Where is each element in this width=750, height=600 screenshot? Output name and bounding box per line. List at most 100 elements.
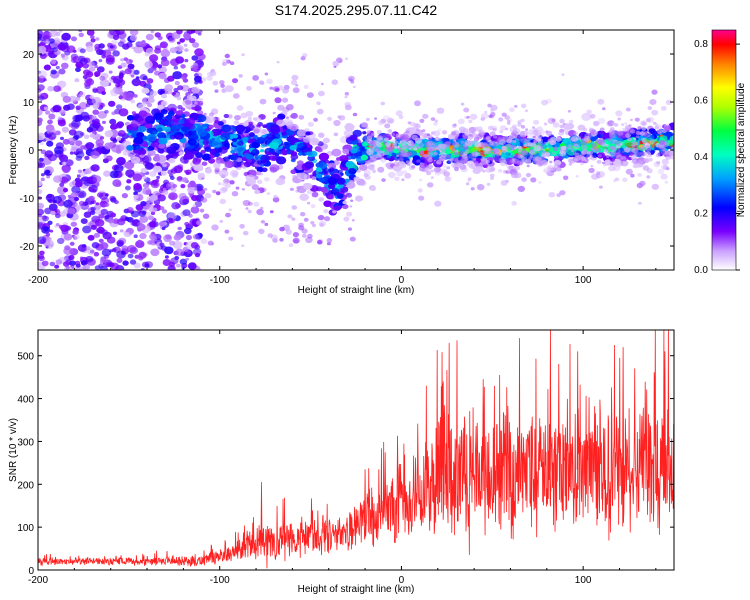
heatmap-cell [586,153,594,160]
heatmap-cell [434,136,440,141]
heatmap-cell [543,169,548,173]
heatmap-cell [163,77,171,83]
heatmap-cell [232,138,238,143]
heatmap-cell [115,104,123,110]
heatmap-cell [247,116,252,121]
heatmap-cell [260,206,264,210]
heatmap-cell [317,214,325,221]
heatmap-cell [392,143,397,148]
heatmap-cell [38,95,45,101]
heatmap-cell [279,237,284,242]
heatmap-cell [653,121,657,125]
heatmap-cell [184,221,190,227]
heatmap-cell [259,98,267,105]
heatmap-cell [314,146,322,152]
heatmap-cell [629,118,633,122]
heatmap-cell [511,130,519,137]
heatmap-cell [221,186,229,192]
heatmap-cell [513,153,519,158]
heatmap-cell [629,147,636,153]
heatmap-cell [505,179,509,183]
heatmap-cell [264,72,269,76]
heatmap-cell [530,142,537,147]
heatmap-cell [90,224,97,230]
heatmap-cell [452,139,456,142]
heatmap-cell [191,55,199,61]
heatmap-cell [215,191,221,196]
heatmap-cell [405,160,410,164]
heatmap-cell [603,148,608,153]
heatmap-cell [50,59,57,65]
heatmap-cell [262,124,268,128]
heatmap-cell [75,140,83,147]
heatmap-cell [416,159,421,163]
heatmap-cell [468,119,473,124]
heatmap-cell [655,152,661,157]
heatmap-cell [460,157,468,164]
heatmap-cell [255,171,262,176]
heatmap-cell [237,140,244,146]
heatmap-cell [430,176,434,179]
heatmap-cell [457,118,465,125]
heatmap-cell [276,119,286,127]
heatmap-y-tick-label: 20 [23,50,35,61]
heatmap-cell [641,137,646,142]
heatmap-cell [288,243,294,248]
heatmap-cell [242,157,247,162]
snr-series-line [38,330,674,569]
heatmap-cell [597,154,602,158]
heatmap-cell [595,148,602,153]
heatmap-cell [226,59,231,64]
heatmap-cell [512,128,521,134]
heatmap-cell [224,160,235,168]
heatmap-cell [369,166,375,171]
heatmap-cell [168,37,176,43]
heatmap-cell [228,208,232,212]
heatmap-cell [241,53,245,57]
heatmap-cell [166,146,177,154]
heatmap-cell [168,157,176,164]
heatmap-cell [193,163,204,172]
heatmap-cell [120,62,127,68]
heatmap-cell [390,139,398,146]
heatmap-cell [343,216,350,222]
heatmap-cell [40,149,46,155]
heatmap-cell [439,143,447,150]
heatmap-y-tick-label: 10 [23,98,35,109]
heatmap-cell [608,151,616,158]
heatmap-cell [615,140,622,146]
heatmap-cell [116,241,124,247]
heatmap-cell [171,91,176,96]
heatmap-cell [440,152,447,158]
heatmap-cell [499,159,508,167]
snr-y-tick-label: 400 [17,395,34,406]
heatmap-cell [49,261,56,267]
heatmap-cell [109,30,118,36]
heatmap-cell [324,216,331,222]
heatmap-cell [47,85,54,92]
heatmap-cell [517,145,523,150]
heatmap-cell [321,169,328,174]
heatmap-cell [148,150,156,156]
heatmap-cell [237,152,243,157]
heatmap-cell [466,115,470,119]
heatmap-cell [101,54,106,59]
heatmap-cell [85,45,94,52]
heatmap-cell [70,192,78,198]
heatmap-cell [509,159,515,164]
heatmap-cell [38,180,43,187]
heatmap-cells [38,30,674,270]
heatmap-cell [659,140,665,146]
heatmap-cell [256,208,264,216]
heatmap-cell [409,157,413,161]
heatmap-cell [588,167,595,174]
heatmap-cell [471,165,476,169]
heatmap-cell [151,207,158,213]
heatmap-cell [115,149,122,154]
heatmap-cell [173,65,178,70]
heatmap-cell [568,119,574,124]
heatmap-cell [160,109,168,115]
heatmap-cell [389,132,396,138]
heatmap-cell [272,196,280,203]
